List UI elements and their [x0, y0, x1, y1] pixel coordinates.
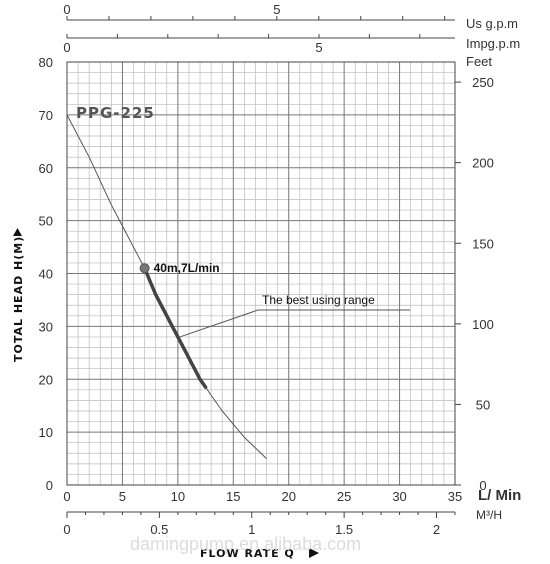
- top-usgpm-tick-label: 0: [63, 2, 70, 17]
- x-axis-title: FLOW RATE Q: [200, 547, 295, 560]
- plot-frame: [66, 61, 456, 486]
- x-tick-label: 35: [448, 489, 462, 504]
- y-right-tick-label: 150: [472, 236, 494, 251]
- best-range-label: The best using range: [262, 293, 375, 307]
- top-usgpm-tick-label: 5: [273, 2, 280, 17]
- x-axis-arrow-icon: [309, 548, 319, 558]
- x-tick-label: 30: [392, 489, 406, 504]
- bottom-axis-ticks: 0 5 10 15 20 25 30 35: [63, 489, 462, 504]
- x-tick-label: 5: [119, 489, 126, 504]
- top-axes: 0 5 0 5: [63, 2, 455, 55]
- right-axis-ticks: 0 50 100 150 200 250: [455, 75, 494, 493]
- top-unit-usgpm: Us g.p.m: [466, 16, 518, 31]
- x-unit-lmin: L/ Min: [478, 487, 521, 504]
- x-tick-label: 25: [337, 489, 351, 504]
- operating-point-label: 40m,7L/min: [154, 261, 220, 275]
- y-tick-label: 50: [39, 214, 53, 229]
- y-right-tick-label: 250: [472, 75, 494, 90]
- top-impgpm-tick-label: 5: [315, 40, 322, 55]
- best-range-segment: [142, 266, 208, 389]
- m3h-tick-label: 2: [433, 522, 440, 537]
- operating-point-marker: [139, 263, 150, 274]
- y-tick-label: 20: [39, 372, 53, 387]
- x-tick-label: 0: [63, 489, 70, 504]
- x-tick-label: 20: [281, 489, 295, 504]
- m3h-tick-label: 1: [248, 522, 255, 537]
- y-tick-label: 30: [39, 319, 53, 334]
- y-right-tick-label: 100: [472, 317, 494, 332]
- y-tick-label: 80: [39, 55, 53, 70]
- best-range-leader: [179, 309, 410, 338]
- y-tick-label: 0: [46, 478, 53, 493]
- y-axis-title: TOTAL HEAD H(M): [12, 236, 25, 362]
- x2-unit-m3h: M³/H: [476, 508, 502, 522]
- top-impgpm-tick-label: 0: [63, 40, 70, 55]
- y-right-tick-label: 0: [479, 478, 486, 493]
- x-tick-label: 15: [226, 489, 240, 504]
- model-label: PPG-225: [76, 104, 155, 122]
- m3h-tick-label: 0: [63, 522, 70, 537]
- y-tick-label: 40: [39, 267, 53, 282]
- y-axis-arrow-icon: [13, 228, 22, 236]
- left-axis-ticks: 0 10 20 30 40 50 60 70 80: [39, 55, 53, 493]
- y-right-tick-label: 200: [472, 156, 494, 171]
- y-right-tick-label: 50: [476, 397, 490, 412]
- top-unit-impgpm: Impg.p.m: [466, 36, 520, 51]
- watermark: damingpump.en.alibaba.com: [130, 534, 361, 554]
- m3h-tick-label: 1.5: [335, 522, 353, 537]
- m3h-tick-label: 0.5: [150, 522, 168, 537]
- y-tick-label: 70: [39, 108, 53, 123]
- y-tick-label: 10: [39, 425, 53, 440]
- m3h-axis: 0 0.5 1 1.5 2: [63, 511, 456, 537]
- right-unit-feet: Feet: [466, 54, 492, 69]
- curve-layer: The best using range 40m,7L/min: [66, 114, 410, 459]
- x-tick-label: 10: [171, 489, 185, 504]
- y-tick-label: 60: [39, 161, 53, 176]
